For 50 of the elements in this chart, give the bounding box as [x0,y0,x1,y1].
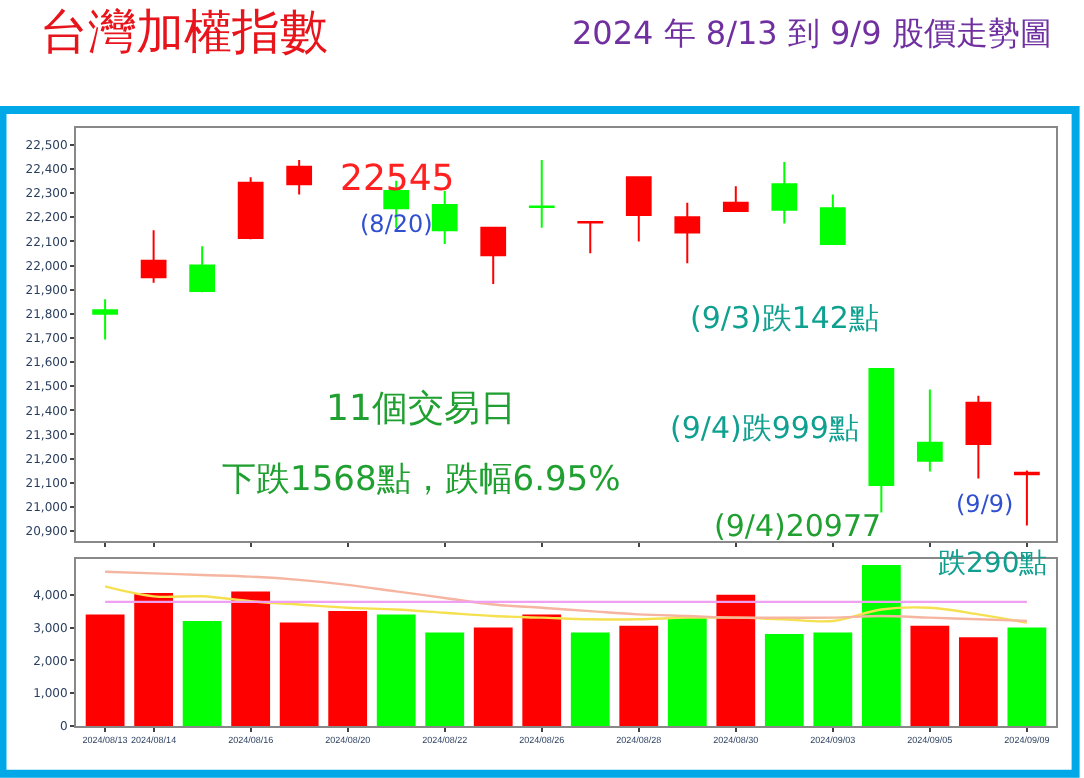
chart-title: 台灣加權指數 [40,4,328,60]
annotation: (9/3)跌142點 [690,300,879,336]
bar [958,637,998,726]
candlestick [674,201,701,265]
annotation: 跌290點 [938,548,1048,580]
bar [522,614,562,726]
bar [231,591,271,726]
bar [716,594,756,726]
bar [134,593,174,726]
bar [910,625,950,726]
annotation: 22545 [340,158,455,200]
annotation: 下跌1568點，跌幅6.95% [222,460,621,500]
candlestick [528,159,555,229]
candlestick [286,159,313,196]
candlestick [140,229,167,284]
candlestick [480,226,507,286]
candlestick [868,368,895,514]
bar [182,620,222,726]
bar [861,565,901,726]
candlestick [819,193,846,246]
bar [425,632,465,726]
bar [473,627,513,726]
candlestick [92,298,118,341]
annotation: (9/4)跌999點 [670,410,859,446]
candlestick [189,245,216,294]
bar [376,614,416,726]
candlestick [771,161,798,225]
bar [328,611,368,726]
annotation: (9/9) [956,490,1014,518]
annotation: 11個交易日 [326,388,516,430]
line-series [103,585,1029,624]
bar [279,622,319,726]
bar [85,614,125,726]
candlestick [577,219,604,255]
chart-subtitle: 2024 年 8/13 到 9/9 股價走勢圖 [572,14,1052,52]
candlestick [431,189,458,246]
annotation: (8/20) [360,210,433,238]
bar [570,632,610,726]
candlestick [916,388,943,473]
bar [619,625,659,726]
bar [764,634,804,726]
candlestick [965,394,992,480]
candlestick [722,185,749,212]
candlestick [1014,469,1040,527]
bar [1007,627,1047,726]
candlestick [625,176,652,243]
bar [813,632,853,726]
candlestick [237,176,264,241]
annotation: (9/4)20977 [714,508,882,544]
bar [667,617,707,726]
